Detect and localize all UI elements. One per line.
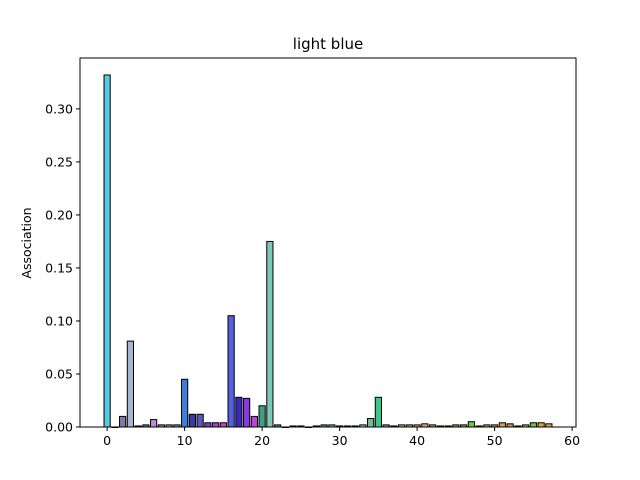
bar-19 xyxy=(250,415,258,428)
y-tick-label: 0.25 xyxy=(45,154,73,169)
bar-56 xyxy=(537,422,545,428)
y-tick-label: 0.05 xyxy=(45,366,73,381)
bar-12 xyxy=(196,413,204,428)
chart-title: light blue xyxy=(293,35,363,53)
y-tick-label: 0.00 xyxy=(45,420,73,435)
bar-13 xyxy=(204,422,212,428)
bar-14 xyxy=(212,422,220,428)
bar-21 xyxy=(266,240,274,428)
x-tick-label: 40 xyxy=(409,433,425,448)
y-tick-label: 0.30 xyxy=(45,101,73,116)
y-axis: 0.00 0.05 0.10 0.15 0.20 0.25 0.30 xyxy=(45,101,80,435)
bar-16 xyxy=(227,315,235,428)
bar-35 xyxy=(374,396,382,428)
x-tick-label: 30 xyxy=(332,433,348,448)
bar-34 xyxy=(367,418,375,428)
y-tick-label: 0.10 xyxy=(45,313,73,328)
bar-47 xyxy=(467,421,475,428)
bar-17 xyxy=(235,396,243,428)
bar-20 xyxy=(258,405,266,428)
bar-18 xyxy=(243,397,251,428)
y-tick-label: 0.15 xyxy=(45,260,73,275)
x-tick-label: 0 xyxy=(103,433,111,448)
x-tick-label: 10 xyxy=(177,433,193,448)
x-tick-label: 20 xyxy=(254,433,270,448)
y-axis-label: Association xyxy=(19,207,34,278)
bar-11 xyxy=(188,413,196,428)
bar-0 xyxy=(103,74,111,428)
bar-10 xyxy=(181,378,189,428)
bar-2 xyxy=(119,415,127,428)
bars-group xyxy=(103,74,553,428)
bar-3 xyxy=(126,340,134,428)
bar-51 xyxy=(498,422,506,428)
y-tick-label: 0.20 xyxy=(45,207,73,222)
x-axis: 0 10 20 30 40 50 60 xyxy=(103,427,580,448)
bar-15 xyxy=(219,422,227,428)
x-tick-label: 60 xyxy=(564,433,580,448)
plot-frame xyxy=(79,57,577,428)
bar-55 xyxy=(529,422,537,428)
x-tick-label: 50 xyxy=(487,433,503,448)
bar-6 xyxy=(150,419,158,428)
